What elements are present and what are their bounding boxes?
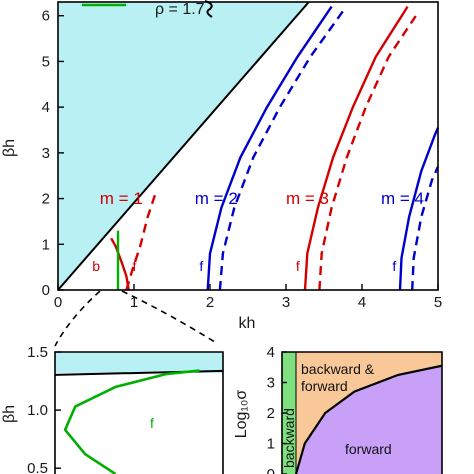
series-line-0	[110, 237, 130, 291]
plot-frame	[54, 351, 224, 474]
zoom-series-line-0	[63, 369, 200, 474]
zoom-ylabel: βh	[1, 405, 18, 423]
x-tick-label: 2	[206, 294, 214, 311]
region-backward-label: backward	[281, 408, 297, 468]
x-tick-label: 3	[282, 294, 290, 311]
y-tick-label: 2	[42, 191, 50, 208]
branch-label: b	[92, 258, 100, 274]
series-line-3	[206, 5, 333, 291]
branch-label: f	[392, 258, 396, 274]
y-tick-label: 5	[42, 53, 50, 70]
branch-label: f	[199, 258, 203, 274]
axis-ticks: 0 1 2 3 4 5 0 1 2 3 4 5 6	[42, 8, 443, 311]
zoom-guide-left	[54, 290, 101, 347]
main-ylabel: βh	[1, 139, 18, 157]
mode-label: m = 3	[286, 189, 329, 208]
mode-label: m = 4	[381, 189, 424, 208]
region-forward	[296, 365, 442, 474]
regime-ylabel: Log₁₀σ	[233, 390, 250, 439]
series-line-8	[411, 166, 440, 291]
y-tick-label: 0.5	[27, 460, 48, 474]
y-tick-label: 1.5	[27, 344, 48, 361]
zoom-panel: 0.5 1.0 1.5 βh f	[1, 344, 224, 474]
series-line-7	[398, 127, 440, 291]
region-bf-label-line2: forward	[301, 378, 348, 394]
series-line-4	[218, 10, 344, 291]
plot-frame	[57, 1, 439, 291]
regime-panel: 0 1 2 3 4 Log₁₀σ backward backward & forward…	[233, 344, 443, 474]
x-tick-label: 5	[434, 294, 442, 311]
axis-ticks: 0.5 1.0 1.5	[27, 344, 61, 474]
y-tick-label: 4	[267, 344, 275, 361]
y-tick-label: 3	[42, 145, 50, 162]
zoom-curve-label: f	[150, 415, 154, 431]
y-tick-label: 4	[42, 99, 50, 116]
mode-labels: m = 1 m = 2 m = 3 m = 4 b f f f f	[92, 189, 424, 274]
series-line-6	[318, 10, 420, 291]
legend-brace-icon	[204, 0, 213, 18]
y-tick-label: 3	[267, 375, 275, 392]
x-tick-label: 1	[130, 294, 138, 311]
legend-label: ρ = 1.7	[155, 1, 205, 18]
axis-ticks: 0 1 2 3 4	[267, 344, 287, 474]
x-tick-label: 0	[54, 294, 62, 311]
y-tick-label: 0	[42, 282, 50, 299]
branch-label: f	[132, 258, 136, 274]
region-bf-label-line1: backward &	[301, 361, 375, 377]
regime-boundary	[294, 364, 442, 474]
light-line	[57, 1, 310, 291]
y-tick-label: 2	[267, 405, 275, 422]
branch-label: f	[296, 258, 300, 274]
y-tick-label: 0	[267, 466, 275, 474]
mode-label: m = 1	[100, 189, 143, 208]
y-tick-label: 6	[42, 8, 50, 25]
dispersion-curves	[110, 5, 440, 291]
light-line-region	[55, 352, 223, 373]
main-xlabel: kh	[239, 315, 256, 332]
y-tick-label: 1	[42, 236, 50, 253]
zoom-guide-right	[121, 290, 219, 345]
y-tick-label: 1.0	[27, 402, 48, 419]
y-tick-label: 1	[267, 436, 275, 453]
mode-label: m = 2	[195, 189, 238, 208]
region-forward-label: forward	[345, 441, 392, 457]
zoom-curve	[63, 369, 200, 474]
series-line-5	[303, 5, 409, 291]
x-tick-label: 4	[358, 294, 366, 311]
series-line-2	[125, 193, 157, 291]
